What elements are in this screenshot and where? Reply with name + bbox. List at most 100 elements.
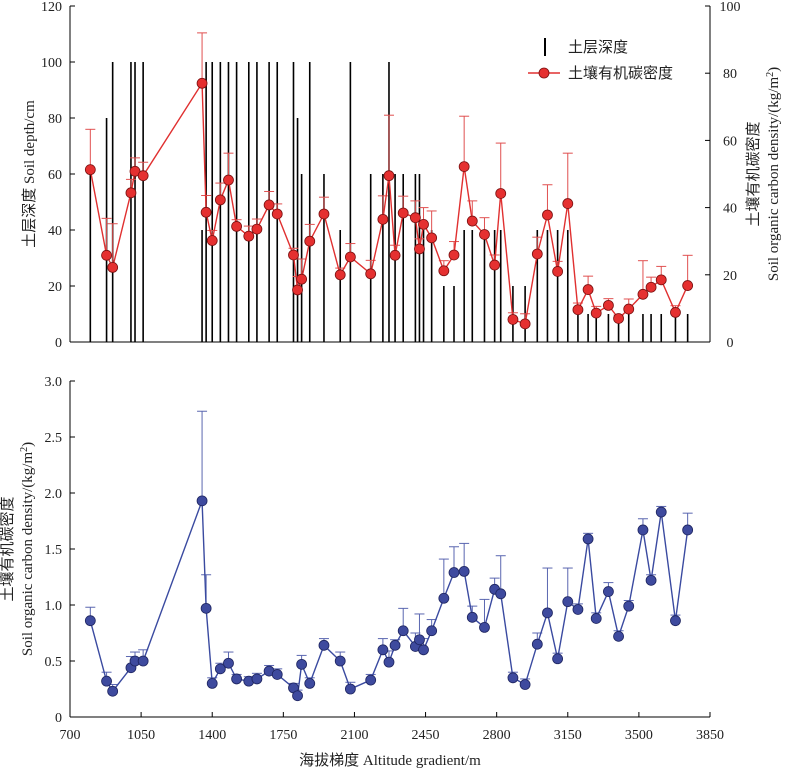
density-point [409,212,421,224]
density-point [196,77,208,89]
x-tick-label: 2800 [483,728,511,743]
top-left-axis-label: 土层深度 Soil depth/cm [21,100,38,248]
bottom-density-point [507,672,519,684]
bottom-density-point [334,655,346,667]
density-point [334,269,346,281]
density-point [365,268,377,280]
bottom-density-point [562,596,574,608]
density-point [397,207,409,219]
bottom-density-point [426,625,438,637]
x-tick-label: 3150 [554,728,582,743]
density-point [318,208,330,220]
top-left-tick-label: 0 [55,336,62,351]
bottom-density-point [590,613,602,624]
superscript: 2 [19,447,30,452]
density-point [243,230,255,242]
bottom-density-point [495,588,507,600]
x-tick-label: 1750 [269,728,297,743]
density-point [377,213,389,225]
bottom-density-point [397,625,409,637]
x-axis-label: 海拔梯度 Altitude gradient/m [299,752,481,769]
bottom-density-point [389,639,401,651]
density-point [448,249,460,261]
top-left-tick-label: 100 [41,56,62,71]
bottom-density-point [101,675,112,687]
bottom-density-point [292,690,303,702]
bottom-y-tick-label: 2.5 [45,431,63,446]
bottom-density-point [84,615,96,627]
bottom-density-point [196,495,208,507]
top-right-tick-label: 80 [723,67,737,82]
density-point [271,208,283,220]
density-point [603,299,614,311]
bottom-density-point [542,607,553,619]
bottom-density-point [519,679,531,690]
x-tick-label: 3850 [696,728,724,743]
bottom-density-point [107,685,119,697]
x-tick-label: 1400 [198,728,226,743]
bottom-density-point [271,669,283,680]
density-point [519,318,531,330]
density-point [251,223,263,235]
bottom-density-point [251,673,263,685]
bottom-density-point [365,674,377,686]
bottom-y-tick-label: 1.0 [45,599,63,614]
bottom-density-point [458,566,470,577]
density-point [542,209,553,221]
legend-density-swatch-marker [538,67,550,79]
bottom-density-point [670,615,681,627]
bottom-density-point [200,602,212,614]
bottom-density-point [623,600,635,612]
density-point [418,218,429,230]
density-point [438,265,450,277]
bottom-density-point [383,656,395,668]
density-point [466,215,478,227]
bottom-y-axis-label-cn: 土壤有机碳密度 [0,496,16,601]
density-point [101,249,112,261]
top-right-tick-label: 20 [723,269,737,284]
density-point [489,259,501,271]
density-point [206,235,218,246]
bottom-density-point [466,611,478,623]
density-point [214,194,226,206]
top-left-tick-label: 40 [48,224,62,239]
bottom-density-point [214,663,226,675]
bottom-density-point [603,586,614,597]
top-right-axis-label-en: Soil organic carbon density/(kg/m2) [765,67,782,281]
bottom-panel: 0 0.5 1.0 1.5 2.0 2.5 3.0 700 1050 1400 1750 2100 24… [0,375,724,769]
density-point [125,187,137,199]
density-point [682,280,694,291]
top-left-tick-label: 60 [48,168,62,183]
bottom-y-tick-label: 0 [55,711,62,726]
bottom-density-point [531,638,543,650]
bottom-density-point [479,622,490,633]
bottom-y-tick-label: 2.0 [45,487,63,502]
top-left-tick-label: 120 [41,0,62,15]
bottom-density-point [137,655,149,667]
top-right-tick-label: 60 [723,134,737,149]
density-point [562,198,574,209]
unit-close: ) [20,442,36,447]
x-tick-label: 2450 [412,728,440,743]
density-point [414,243,425,255]
density-point [296,273,308,285]
density-point [426,232,438,244]
density-point [495,188,507,199]
density-point [572,304,584,316]
density-point [645,281,657,293]
bottom-density-point [438,592,450,604]
top-right-tick-label: 0 [727,336,734,351]
density-point [107,262,119,273]
density-point [200,206,212,218]
density-point [288,249,299,261]
top-panel: 0 20 40 60 80 100 120 0 20 40 60 80 100 土层深度 Soil dep… [21,0,782,351]
density-point [389,249,401,261]
bottom-density-point [206,678,218,689]
top-right-axis-label-cn: 土壤有机碳密度 [744,121,762,226]
bottom-density-point [582,533,594,545]
density-point [670,307,681,318]
x-tick-label: 2100 [340,728,368,743]
